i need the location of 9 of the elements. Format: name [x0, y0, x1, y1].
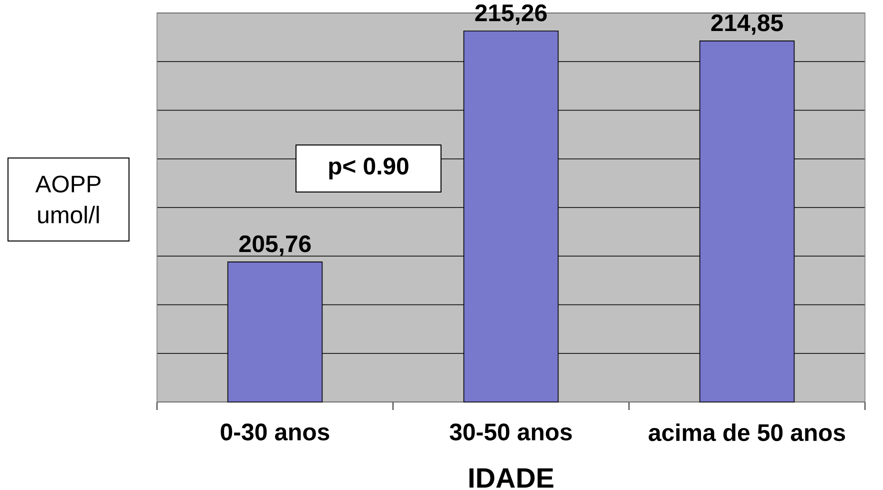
- data-label: 205,76: [239, 235, 311, 256]
- x-tick-label: 30-50 anos: [450, 424, 572, 440]
- annotation: p< 0.90: [329, 158, 408, 180]
- x-axis-title: IDADE: [469, 468, 554, 488]
- data-label: 215,26: [475, 4, 547, 25]
- x-tick-label: acima de 50 anos: [648, 424, 846, 442]
- x-tick-label: 0-30 anos: [220, 424, 330, 440]
- data-label: 214,85: [711, 14, 783, 35]
- y-axis-title: AOPP umol/l: [35, 176, 100, 224]
